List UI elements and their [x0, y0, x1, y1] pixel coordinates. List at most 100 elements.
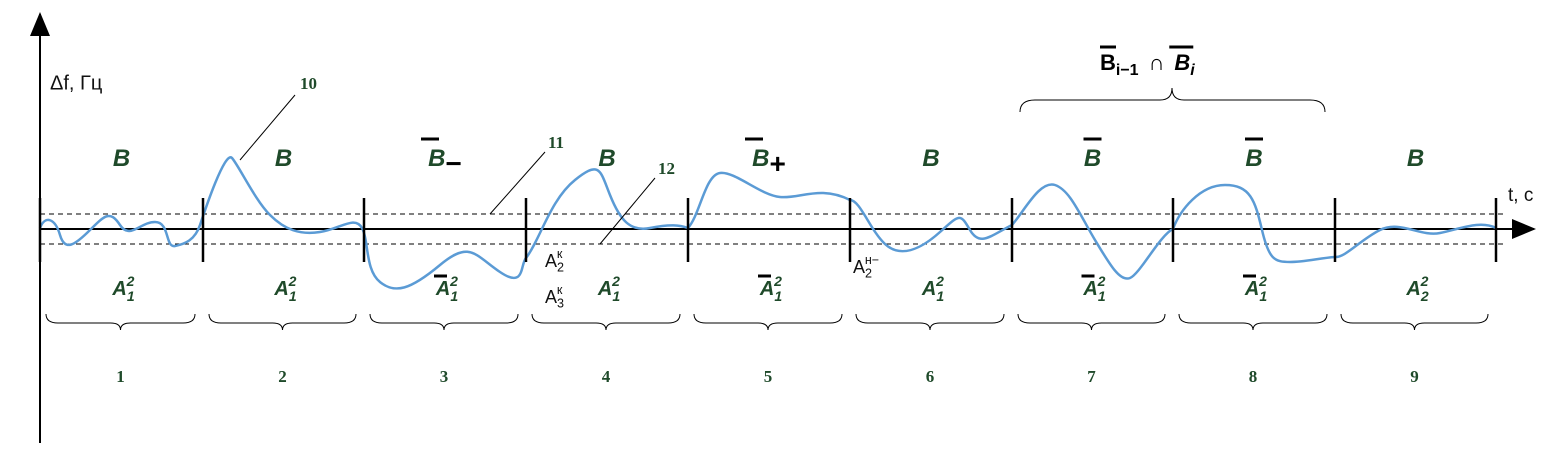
signal-curve: [38, 156, 1497, 290]
top-label: B: [275, 145, 292, 172]
brace: [855, 313, 1005, 331]
symbol-base: A: [273, 278, 288, 300]
top-base: B: [752, 145, 769, 172]
segment-number: 6: [926, 367, 935, 386]
symbol-sub: i: [1190, 62, 1195, 79]
segment-number: 9: [1410, 367, 1419, 386]
segment-number: 3: [440, 367, 449, 386]
symbol-sup: 2: [1258, 273, 1267, 289]
top-sign: −: [445, 148, 461, 179]
brace: [1178, 313, 1328, 331]
symbol-sup: к: [557, 283, 563, 297]
top-sign: +: [769, 148, 785, 179]
symbol-sub: 2: [865, 267, 872, 281]
pointer-line: [239, 94, 296, 161]
symbol: A12: [1082, 273, 1105, 304]
brace: [1019, 87, 1326, 113]
symbol-sup: 2: [126, 273, 135, 289]
symbol-sup: 2: [935, 273, 944, 289]
brace: [531, 313, 681, 331]
symbol-sub: 1: [612, 288, 620, 304]
symbol-sup: 2: [611, 273, 620, 289]
brace: [45, 313, 196, 331]
brace-label: Bi−1 ∩ Bi: [1100, 50, 1195, 79]
symbol-base: A: [1244, 278, 1259, 300]
segment-number: 2: [278, 367, 287, 386]
pointer-label: 10: [300, 74, 317, 93]
top-base: B: [598, 145, 615, 172]
segment-number: 8: [1249, 367, 1258, 386]
top-label: B: [922, 145, 939, 172]
segment-number: 1: [116, 367, 125, 386]
top-label: B: [113, 145, 130, 172]
pointer-line: [489, 151, 546, 215]
symbol-base: A: [853, 257, 865, 277]
symbol-sup: 2: [449, 273, 458, 289]
symbol-sup: 2: [288, 273, 297, 289]
operator: ∩: [1149, 50, 1165, 75]
brace: [208, 313, 357, 331]
symbol-sup: к: [557, 247, 563, 261]
symbol-base: A: [759, 278, 774, 300]
pointer-label: 11: [548, 133, 564, 152]
top-label: B: [598, 145, 615, 172]
symbol-sub: 3: [557, 297, 564, 311]
symbol-base: A: [921, 278, 936, 300]
symbol: A12: [111, 273, 134, 304]
symbol-base: A: [545, 287, 557, 307]
brace: [693, 313, 843, 331]
symbol: A12: [435, 273, 458, 304]
symbol: A3к: [545, 283, 564, 311]
top-base: B: [113, 145, 130, 172]
symbol-sub: i−1: [1116, 62, 1139, 79]
symbol-base: A: [435, 278, 450, 300]
top-base: B: [1084, 145, 1101, 172]
symbol-sub: 1: [1259, 288, 1267, 304]
segment-number: 4: [602, 367, 611, 386]
symbol-sub: 1: [127, 288, 135, 304]
symbol: A12: [759, 273, 782, 304]
symbol: A12: [273, 273, 296, 304]
top-base: B: [428, 145, 445, 172]
top-label: B: [1084, 145, 1101, 172]
symbol: A2к: [545, 247, 564, 274]
symbol-base: A: [1082, 278, 1097, 300]
pointer-line: [599, 177, 656, 245]
brace: [1017, 313, 1166, 331]
symbol: A12: [1244, 273, 1267, 304]
symbol: A2н−: [853, 253, 879, 281]
symbol-base: A: [597, 278, 612, 300]
top-base: B: [1407, 145, 1424, 172]
segment-number: 7: [1087, 367, 1096, 386]
symbol-sup: н−: [865, 253, 879, 267]
symbol: A22: [1405, 273, 1428, 304]
symbol-sup: 2: [1420, 273, 1429, 289]
symbol-sub: 1: [936, 288, 944, 304]
top-base: B: [922, 145, 939, 172]
top-base: B: [1245, 145, 1262, 172]
symbol-sub: 1: [289, 288, 297, 304]
symbol-base: A: [111, 278, 126, 300]
symbol: A12: [921, 273, 944, 304]
top-label: B+: [752, 145, 786, 179]
brace: [369, 313, 519, 331]
symbol-sub: 1: [1098, 288, 1106, 304]
symbol-base: B: [1174, 50, 1190, 75]
symbol-sup: 2: [1097, 273, 1106, 289]
symbol-sub: 2: [1420, 288, 1429, 304]
symbol-sup: 2: [773, 273, 782, 289]
segment-number: 5: [764, 367, 773, 386]
top-base: B: [275, 145, 292, 172]
pointer-label: 12: [658, 159, 675, 178]
symbol-base: A: [1405, 278, 1420, 300]
top-label: B: [1407, 145, 1424, 172]
top-label: B: [1245, 145, 1262, 172]
symbol-sub: 2: [557, 261, 564, 275]
brace: [1340, 313, 1489, 331]
top-label: B−: [428, 145, 462, 179]
symbol-base: B: [1100, 50, 1116, 75]
x-axis-label: t, c: [1508, 185, 1533, 206]
symbol: A12: [597, 273, 620, 304]
symbol-base: A: [545, 251, 557, 271]
